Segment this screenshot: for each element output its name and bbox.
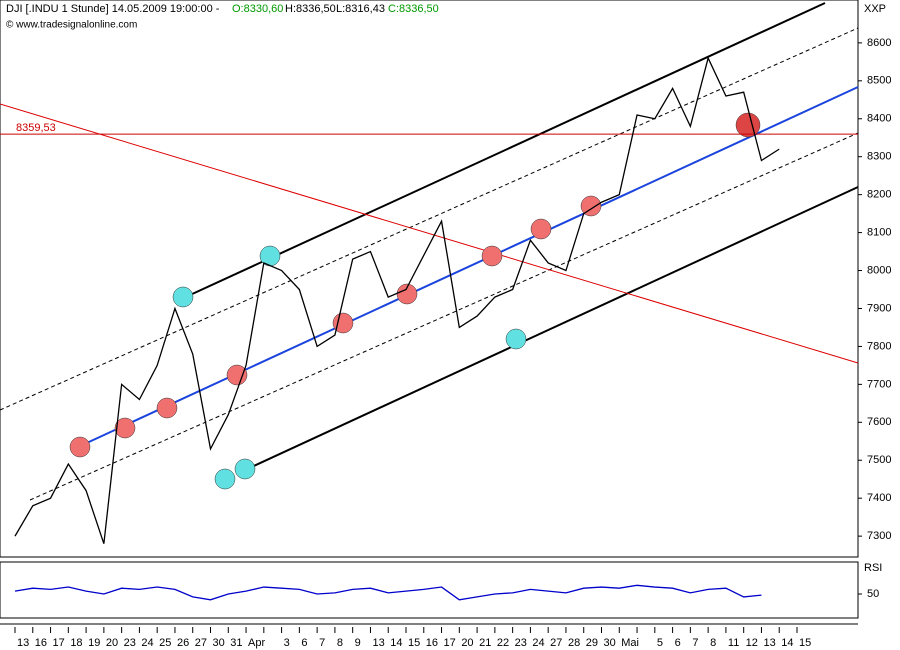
- x-tick-label: 6: [301, 637, 307, 649]
- channel-dashed: [29, 132, 859, 501]
- x-tick-label: 15: [799, 637, 811, 649]
- x-tick-label: 24: [141, 637, 153, 649]
- marker: [114, 417, 136, 439]
- y-tick-label: 7900: [867, 302, 891, 314]
- close-label: C:8336,50: [388, 3, 439, 15]
- marker: [226, 364, 248, 386]
- y-tick-label: 7300: [867, 530, 891, 542]
- x-tick-label: 8: [710, 637, 716, 649]
- x-tick-label: 13: [372, 637, 384, 649]
- y-tick-label: 7500: [867, 454, 891, 466]
- x-tick-label: 28: [568, 637, 580, 649]
- channel: [0, 2, 859, 501]
- x-tick-label: 20: [461, 637, 473, 649]
- subtitle: © www.tradesignalonline.com: [6, 20, 137, 31]
- y-tick-label: 7400: [867, 492, 891, 504]
- x-tick-label: 25: [159, 637, 171, 649]
- marker: [234, 458, 256, 480]
- marker: [259, 245, 281, 267]
- channel-upper: [189, 2, 826, 296]
- x-tick-label: 16: [426, 637, 438, 649]
- high-label: H:8336,50: [285, 3, 336, 15]
- marker: [332, 312, 354, 334]
- chart-title: DJI [.INDU 1 Stunde] 14.05.2009 19:00:00…: [6, 3, 220, 15]
- x-tick-label: 23: [124, 637, 136, 649]
- x-tick-label: 14: [390, 637, 402, 649]
- x-tick-label: 19: [88, 637, 100, 649]
- marker: [735, 112, 761, 138]
- marker: [580, 195, 602, 217]
- y-tick-label: 7600: [867, 416, 891, 428]
- x-tick-label: 9: [355, 637, 361, 649]
- x-tick-label: 8: [337, 637, 343, 649]
- axis-label: XXP: [864, 3, 886, 15]
- x-tick-label: 6: [675, 637, 681, 649]
- marker: [156, 397, 178, 419]
- x-tick-label: Apr: [248, 637, 265, 649]
- y-tick-label: 8000: [867, 264, 891, 276]
- rsi-line: [14, 584, 762, 601]
- x-tick-label: 12: [746, 637, 758, 649]
- x-tick-label: 24: [532, 637, 544, 649]
- x-tick-label: 30: [213, 637, 225, 649]
- x-tick-label: 18: [70, 637, 82, 649]
- x-tick-label: 27: [195, 637, 207, 649]
- marker: [172, 286, 194, 308]
- x-tick-label: 5: [657, 637, 663, 649]
- x-tick-label: 15: [408, 637, 420, 649]
- x-tick-label: Mai: [621, 637, 639, 649]
- x-tick-label: 26: [177, 637, 189, 649]
- y-tick-label: 7800: [867, 340, 891, 352]
- markers: [69, 112, 761, 490]
- x-tick-label: 17: [444, 637, 456, 649]
- x-tick-label: 17: [53, 637, 65, 649]
- x-tick-label: 27: [550, 637, 562, 649]
- price-panel: [0, 0, 859, 558]
- y-tick-label: 8500: [867, 75, 891, 87]
- x-tick-label: 29: [586, 637, 598, 649]
- y-tick-label: 8300: [867, 151, 891, 163]
- x-tick-label: 13: [763, 637, 775, 649]
- x-tick-label: 7: [692, 637, 698, 649]
- channel-middle: [77, 86, 859, 448]
- x-tick-label: 21: [479, 637, 491, 649]
- x-tick-label: 30: [604, 637, 616, 649]
- channel-lower: [244, 186, 859, 471]
- channel-dashed: [0, 27, 859, 411]
- y-tick-label: 8400: [867, 113, 891, 125]
- x-tick-label: 31: [230, 637, 242, 649]
- x-tick-label: 11: [728, 637, 739, 649]
- x-tick-label: 3: [284, 637, 290, 649]
- x-tick-label: 14: [781, 637, 793, 649]
- rsi-tick-label: 50: [867, 588, 879, 600]
- hline-label: 8359,53: [16, 122, 56, 134]
- low-label: L:8316,43: [336, 3, 385, 15]
- marker: [530, 218, 552, 240]
- rsi-panel: [0, 561, 859, 619]
- x-tick-label: 13: [17, 637, 29, 649]
- x-tick-label: 16: [35, 637, 47, 649]
- y-tick-label: 8200: [867, 189, 891, 201]
- x-tick-label: 22: [497, 637, 509, 649]
- price-line: [14, 56, 780, 544]
- x-tick-label: 7: [319, 637, 325, 649]
- marker: [505, 328, 527, 350]
- marker: [214, 468, 236, 490]
- y-tick-label: 8600: [867, 37, 891, 49]
- trend-line: [0, 103, 859, 364]
- rsi-label: RSI: [864, 562, 882, 574]
- x-tick-label: 20: [106, 637, 118, 649]
- marker: [481, 245, 503, 267]
- open-label: O:8330,60: [232, 3, 283, 15]
- marker: [69, 436, 91, 458]
- y-tick-label: 7700: [867, 378, 891, 390]
- y-tick-label: 8100: [867, 226, 891, 238]
- x-tick-label: 23: [515, 637, 527, 649]
